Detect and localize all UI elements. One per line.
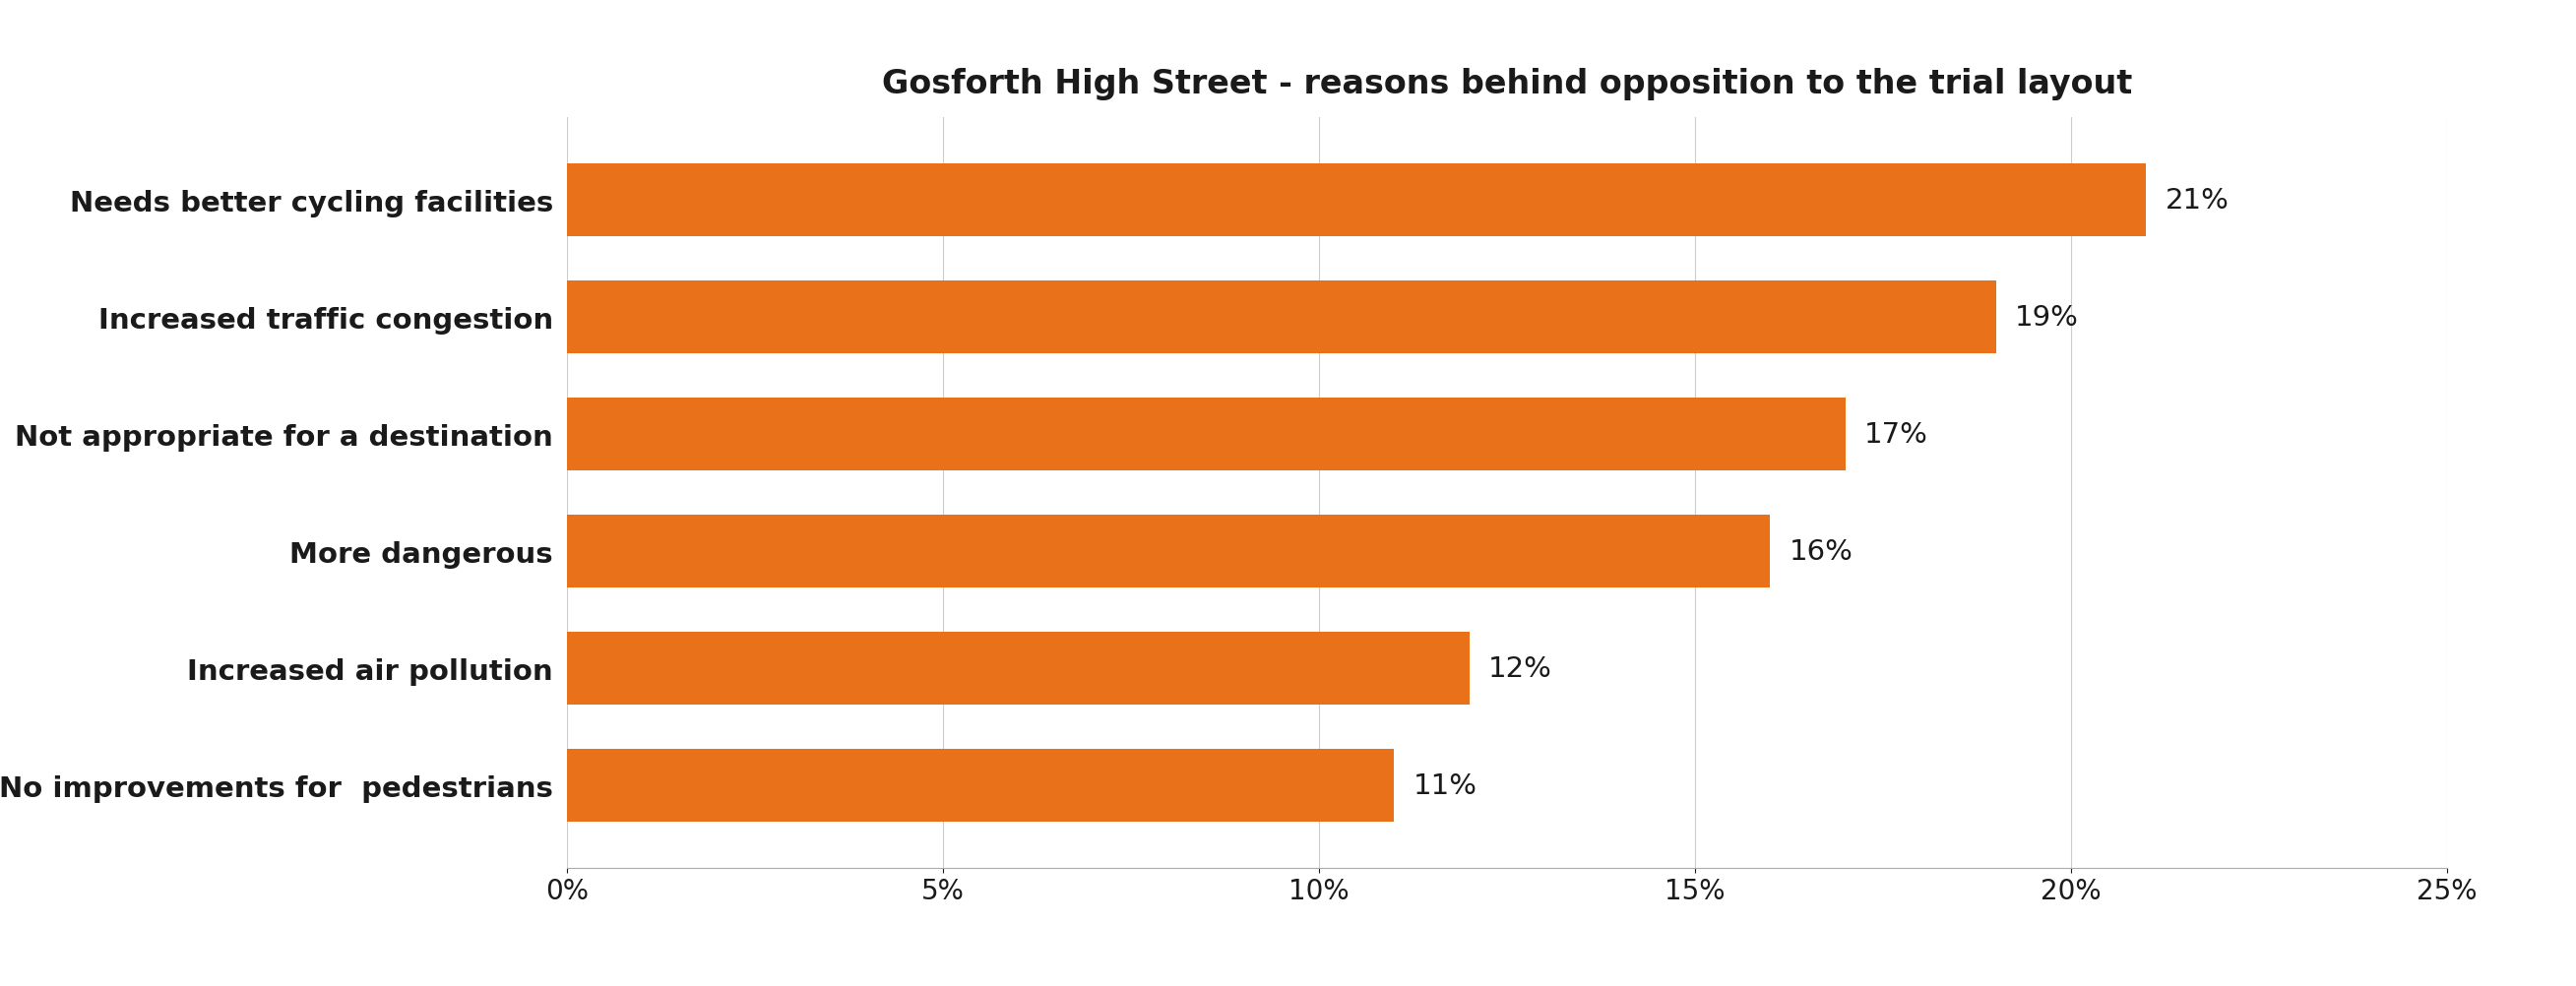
Bar: [567, 632, 1468, 705]
Title: Gosforth High Street - reasons behind opposition to the trial layout: Gosforth High Street - reasons behind op…: [881, 68, 2133, 101]
Bar: [567, 516, 1770, 588]
Bar: [567, 398, 1844, 470]
Bar: [567, 281, 1996, 354]
Text: 16%: 16%: [1790, 537, 1852, 565]
Bar: [567, 749, 1394, 822]
Text: 11%: 11%: [1412, 772, 1476, 800]
Bar: [567, 164, 2146, 237]
Text: 17%: 17%: [1865, 421, 1927, 449]
Text: 21%: 21%: [2166, 186, 2228, 214]
Text: 19%: 19%: [2014, 304, 2079, 331]
Text: 12%: 12%: [1489, 655, 1551, 682]
